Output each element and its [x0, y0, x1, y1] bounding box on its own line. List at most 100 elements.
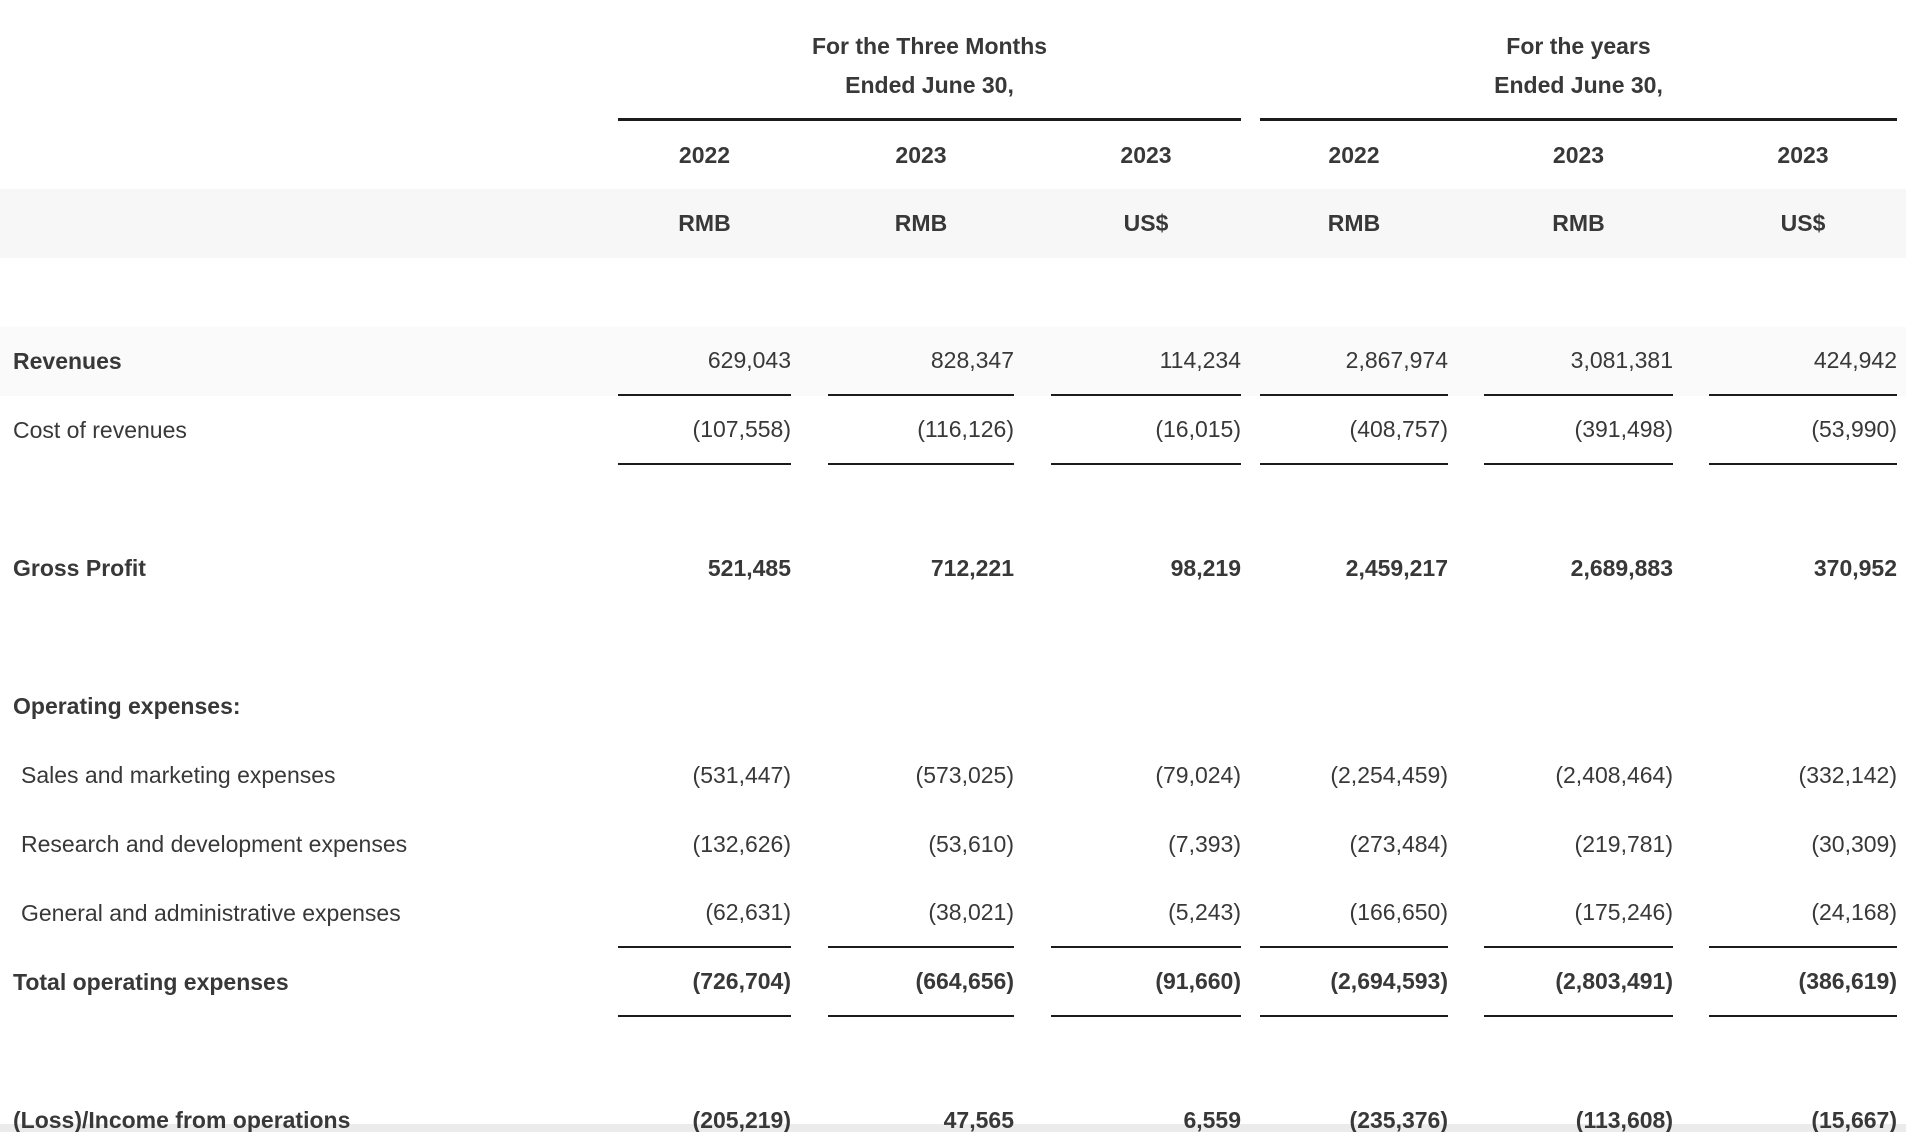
cell-value: (5,243)	[1051, 879, 1241, 948]
cell-value: (531,447)	[692, 762, 791, 788]
cell-value	[1260, 603, 1448, 672]
cell-value: 3,081,381	[1484, 327, 1673, 396]
row-label: Total operating expenses	[13, 969, 289, 995]
cell-value	[1709, 672, 1897, 741]
cell-value: 2,459,217	[1345, 555, 1448, 581]
column-group-three-months: For the Three Months Ended June 30,	[618, 27, 1241, 121]
cell-value: (79,024)	[1155, 762, 1241, 788]
cell-value: (726,704)	[618, 948, 791, 1017]
table-row	[0, 1017, 1906, 1086]
cell-value: 521,485	[707, 555, 791, 581]
cell-value	[1709, 465, 1897, 534]
cell-value: 114,234	[1051, 327, 1241, 396]
table-row: (Loss)/Income from operations (205,219) …	[0, 1086, 1906, 1132]
cell-value	[1484, 672, 1673, 741]
cell-value: (113,608)	[1575, 1107, 1673, 1132]
cell-value	[1260, 672, 1448, 741]
cell-value	[1484, 1017, 1673, 1086]
column-group-title-line1: For the Three Months	[811, 33, 1048, 59]
cell-value: (107,558)	[618, 396, 791, 465]
cell-value: (24,168)	[1709, 879, 1897, 948]
cell-value	[828, 465, 1014, 534]
cell-value: (53,990)	[1709, 396, 1897, 465]
cell-value: (15,667)	[1811, 1107, 1897, 1132]
cell-value	[1484, 258, 1673, 327]
row-label: Sales and marketing expenses	[21, 762, 336, 788]
cell-value: (573,025)	[915, 762, 1014, 788]
cell-value: 6,559	[1183, 1107, 1241, 1132]
cell-value	[1051, 258, 1241, 327]
year-header: 2023	[1777, 141, 1829, 168]
cell-value: (132,626)	[692, 831, 791, 857]
currency-header: US$	[1123, 210, 1169, 236]
cell-value: 828,347	[828, 327, 1014, 396]
cell-value: 712,221	[930, 555, 1014, 581]
cell-value: 370,952	[1813, 555, 1897, 581]
cell-value: (2,803,491)	[1484, 948, 1673, 1017]
cell-value	[1051, 672, 1241, 741]
table-row: Gross Profit 521,485 712,221 98,219 2,45…	[0, 534, 1906, 603]
table-row	[0, 258, 1906, 327]
cell-value	[1484, 465, 1673, 534]
year-header: 2022	[1328, 141, 1380, 168]
cell-value: (386,619)	[1709, 948, 1897, 1017]
cell-value	[618, 258, 791, 327]
cell-value	[1051, 1017, 1241, 1086]
cell-value: 629,043	[618, 327, 791, 396]
cell-value: (2,408,464)	[1555, 762, 1673, 788]
cell-value	[618, 1017, 791, 1086]
column-group-title-line2: Ended June 30,	[845, 72, 1014, 98]
row-label: General and administrative expenses	[21, 900, 401, 926]
cell-value: (332,142)	[1798, 762, 1897, 788]
cell-value: (2,694,593)	[1260, 948, 1448, 1017]
column-group-years: For the years Ended June 30,	[1260, 27, 1897, 121]
cell-value	[828, 672, 1014, 741]
row-label: Revenues	[13, 348, 122, 374]
row-label: (Loss)/Income from operations	[13, 1107, 351, 1132]
cell-value: (205,219)	[692, 1107, 791, 1132]
cell-value: 2,689,883	[1570, 555, 1673, 581]
cell-value	[1260, 1017, 1448, 1086]
table-row	[0, 603, 1906, 672]
cell-value: (273,484)	[1349, 831, 1448, 857]
cell-value	[1051, 465, 1241, 534]
cell-value	[1709, 258, 1897, 327]
currency-header: RMB	[678, 210, 731, 236]
cell-value	[1260, 465, 1448, 534]
cell-value: (408,757)	[1260, 396, 1448, 465]
currency-header: RMB	[894, 210, 948, 236]
column-group-title-line1: For the years	[1506, 33, 1651, 59]
cell-value	[618, 465, 791, 534]
cell-value: (62,631)	[618, 879, 791, 948]
year-header: 2022	[678, 141, 731, 168]
cell-value: (175,246)	[1484, 879, 1673, 948]
cell-value	[1709, 1017, 1897, 1086]
cell-value: (16,015)	[1051, 396, 1241, 465]
row-label: Gross Profit	[13, 555, 146, 581]
year-header-row: 2022 2023 2023 2022 2023 2023	[0, 121, 1906, 189]
year-header: 2023	[895, 141, 947, 168]
year-header: 2023	[1120, 141, 1172, 168]
table-row: Operating expenses:	[0, 672, 1906, 741]
cell-value: 47,565	[943, 1107, 1014, 1132]
cell-value: (7,393)	[1168, 831, 1241, 857]
table-row: Total operating expenses (726,704) (664,…	[0, 948, 1906, 1017]
cell-value: (664,656)	[828, 948, 1014, 1017]
row-label: Research and development expenses	[21, 831, 408, 857]
table-row: Revenues 629,043 828,347 114,234 2,867,9…	[0, 327, 1906, 396]
table-header-groups: For the Three Months Ended June 30, For …	[0, 0, 1906, 121]
cell-value	[1484, 603, 1673, 672]
table-body: Revenues 629,043 828,347 114,234 2,867,9…	[0, 258, 1906, 1132]
cell-value: 98,219	[1170, 555, 1241, 581]
cell-value: (30,309)	[1811, 831, 1897, 857]
cell-value	[618, 603, 791, 672]
cell-value	[828, 603, 1014, 672]
table-row	[0, 465, 1906, 534]
column-group-title-line2: Ended June 30,	[1494, 72, 1663, 98]
cell-value	[828, 1017, 1014, 1086]
cell-value	[1709, 603, 1897, 672]
cell-value: (235,376)	[1349, 1107, 1448, 1132]
table-row: Research and development expenses (132,6…	[0, 810, 1906, 879]
cell-value	[828, 258, 1014, 327]
